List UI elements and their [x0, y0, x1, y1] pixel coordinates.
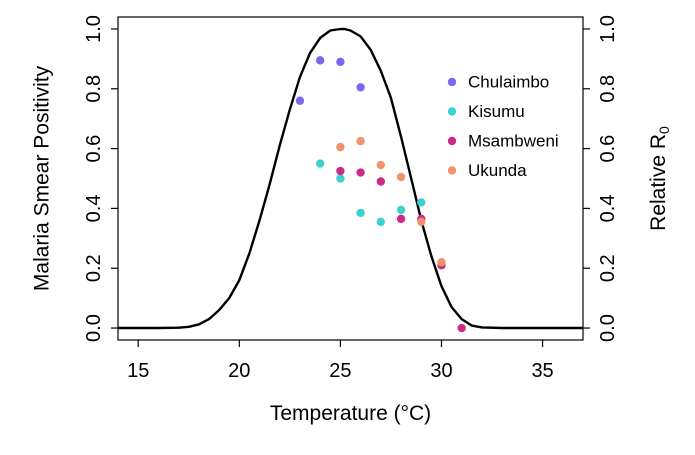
- y-right-tick-label: 0.6: [597, 135, 619, 163]
- legend-marker: [447, 136, 457, 146]
- y-left-tick-label: 0.2: [83, 254, 105, 282]
- data-point: [315, 159, 325, 168]
- legend-label: Kisumu: [468, 102, 525, 121]
- y-left-tick-label: 1.0: [83, 15, 105, 43]
- data-point: [437, 258, 446, 267]
- plot-area: [117, 16, 584, 341]
- data-point: [417, 198, 426, 207]
- data-point: [356, 168, 365, 177]
- y-axis-left: 0.0 0.2 0.4 0.6 0.8 1.0: [83, 15, 118, 342]
- data-point: [336, 166, 345, 176]
- series-ukunda: [336, 136, 446, 267]
- legend-label: Ukunda: [468, 161, 527, 180]
- data-point: [315, 56, 325, 65]
- data-point: [376, 160, 386, 170]
- y-axis-right: 0.0 0.2 0.4 0.6 0.8 1.0: [583, 15, 619, 342]
- series-msambweni: [336, 166, 466, 333]
- data-point: [356, 208, 365, 218]
- y-left-tick-label: 0.4: [83, 195, 105, 223]
- y-axis-right-title: Relative R0: [647, 126, 673, 231]
- x-tick-label: 25: [329, 360, 351, 382]
- y-left-tick-label: 0.6: [83, 135, 105, 163]
- x-axis: 15 20 25 30 35: [127, 340, 554, 382]
- data-point: [396, 214, 406, 224]
- x-tick-label: 35: [531, 360, 553, 382]
- legend-marker: [447, 107, 457, 116]
- legend-item-kisumu: Kisumu: [447, 102, 525, 121]
- legend-item-msambweni: Msambweni: [447, 132, 559, 151]
- legend-item-chulaimbo: Chulaimbo: [447, 73, 549, 92]
- y-right-tick-label: 1.0: [597, 15, 619, 43]
- y-right-tick-label: 0.2: [597, 254, 619, 282]
- data-point: [336, 57, 345, 67]
- data-point: [396, 205, 406, 215]
- data-point: [336, 142, 345, 152]
- relative-r0-curve: [118, 27, 583, 330]
- data-point: [457, 323, 466, 333]
- legend-marker: [447, 166, 457, 175]
- y-right-tick-label: 0.8: [597, 75, 619, 103]
- legend-marker: [447, 77, 457, 87]
- x-tick-label: 15: [127, 360, 149, 382]
- data-point: [417, 217, 426, 227]
- y-left-tick-label: 0.0: [83, 314, 105, 342]
- legend: Chulaimbo Kisumu Msambweni Ukunda: [447, 73, 559, 180]
- data-point: [356, 83, 365, 92]
- y-axis-right-title-main: Relative R: [647, 134, 670, 231]
- legend-label: Msambweni: [468, 132, 559, 151]
- x-tick-label: 30: [430, 360, 452, 382]
- y-right-tick-label: 0.0: [597, 314, 619, 342]
- legend-label: Chulaimbo: [468, 73, 549, 92]
- data-point: [396, 172, 406, 182]
- series-chulaimbo: [295, 56, 365, 105]
- data-point: [376, 177, 386, 186]
- data-point: [336, 174, 345, 183]
- points-layer: [295, 56, 466, 333]
- data-point: [376, 217, 386, 227]
- y-right-tick-label: 0.4: [597, 195, 619, 223]
- data-point: [295, 96, 305, 105]
- legend-item-ukunda: Ukunda: [447, 161, 527, 180]
- plot-frame: [117, 16, 584, 341]
- curve-layer: [118, 27, 583, 330]
- y-axis-right-title-subscript: 0: [656, 126, 672, 134]
- y-left-tick-label: 0.8: [83, 75, 105, 103]
- series-kisumu: [315, 159, 426, 227]
- x-axis-title: Temperature (°C): [270, 402, 431, 425]
- x-tick-label: 20: [228, 360, 250, 382]
- y-axis-left-title: Malaria Smear Positivity: [31, 65, 54, 291]
- data-point: [356, 136, 365, 146]
